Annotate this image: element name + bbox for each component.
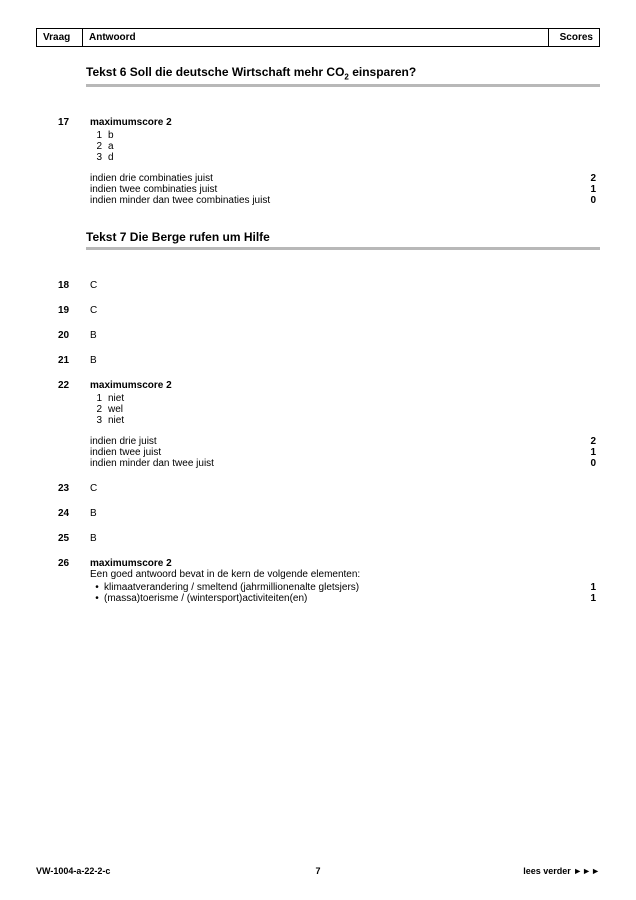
section-title-6: Tekst 6 Soll die deutsche Wirtschaft meh… xyxy=(86,65,600,87)
q21-number: 21 xyxy=(58,355,90,366)
footer-continue: lees verder ►►► xyxy=(412,866,600,876)
q26-bullets: •klimaatverandering / smeltend (jahrmill… xyxy=(90,582,600,604)
q22-score-1-p: 1 xyxy=(570,447,600,458)
question-21: 21B xyxy=(58,355,600,366)
q17-score-0-p: 2 xyxy=(570,173,600,184)
q17-score-1-t: indien twee combinaties juist xyxy=(90,184,570,195)
q17-item-1-v: b xyxy=(108,130,600,141)
q22-item-2-n: 2 xyxy=(90,404,108,415)
q17-items: 1b 2a 3d xyxy=(90,130,600,163)
header-vraag: Vraag xyxy=(37,29,83,46)
q22-scoring: indien drie juist2 indien twee juist1 in… xyxy=(90,436,600,469)
q22-score-0-t: indien drie juist xyxy=(90,436,570,447)
question-18: 18C xyxy=(58,280,600,291)
q17-scoring: indien drie combinaties juist2 indien tw… xyxy=(90,173,600,206)
q17-number: 17 xyxy=(58,117,90,206)
q17-score-1-p: 1 xyxy=(570,184,600,195)
q24-number: 24 xyxy=(58,508,90,519)
question-24: 24B xyxy=(58,508,600,519)
q17-score-2-t: indien minder dan twee combinaties juist xyxy=(90,195,570,206)
question-17: 17 maximumscore 2 1b 2a 3d indien drie c… xyxy=(58,117,600,206)
q22-items: 1niet 2wel 3niet xyxy=(90,393,600,426)
header-scores: Scores xyxy=(549,29,599,46)
q19-answer: C xyxy=(90,305,600,316)
q22-item-2-v: wel xyxy=(108,404,600,415)
question-19: 19C xyxy=(58,305,600,316)
footer-page-number: 7 xyxy=(224,866,412,876)
bullet-icon: • xyxy=(90,582,104,593)
q17-score-2-p: 0 xyxy=(570,195,600,206)
q17-item-2-v: a xyxy=(108,141,600,152)
q21-answer: B xyxy=(90,355,600,366)
q17-item-3-n: 3 xyxy=(90,152,108,163)
q25-answer: B xyxy=(90,533,600,544)
q22-maxscore: maximumscore 2 xyxy=(90,380,600,391)
page-footer: VW-1004-a-22-2-c 7 lees verder ►►► xyxy=(36,866,600,876)
q17-item-1-n: 1 xyxy=(90,130,108,141)
bullet-icon: • xyxy=(90,593,104,604)
q22-score-1-t: indien twee juist xyxy=(90,447,570,458)
q26-bullet-1-t: (massa)toerisme / (wintersport)activitei… xyxy=(104,593,570,604)
section-6-post: einsparen? xyxy=(349,65,416,79)
section-title-7: Tekst 7 Die Berge rufen um Hilfe xyxy=(86,230,600,250)
q22-score-2-p: 0 xyxy=(570,458,600,469)
q17-score-0-t: indien drie combinaties juist xyxy=(90,173,570,184)
q17-item-3-v: d xyxy=(108,152,600,163)
q24-answer: B xyxy=(90,508,600,519)
q19-number: 19 xyxy=(58,305,90,316)
question-26: 26 maximumscore 2 Een goed antwoord beva… xyxy=(58,558,600,604)
question-20: 20B xyxy=(58,330,600,341)
q22-item-1-v: niet xyxy=(108,393,600,404)
q26-intro: Een goed antwoord bevat in de kern de vo… xyxy=(90,569,600,580)
q25-number: 25 xyxy=(58,533,90,544)
q26-bullet-1-p: 1 xyxy=(570,593,600,604)
q22-item-1-n: 1 xyxy=(90,393,108,404)
q26-bullet-0-t: klimaatverandering / smeltend (jahrmilli… xyxy=(104,582,570,593)
q17-maxscore: maximumscore 2 xyxy=(90,117,600,128)
section-7-pre: Tekst 7 Die Berge rufen um Hilfe xyxy=(86,230,270,244)
q18-answer: C xyxy=(90,280,600,291)
question-25: 25B xyxy=(58,533,600,544)
q22-score-2-t: indien minder dan twee juist xyxy=(90,458,570,469)
q23-answer: C xyxy=(90,483,600,494)
q20-number: 20 xyxy=(58,330,90,341)
q23-number: 23 xyxy=(58,483,90,494)
question-22: 22 maximumscore 2 1niet 2wel 3niet indie… xyxy=(58,380,600,469)
q17-item-2-n: 2 xyxy=(90,141,108,152)
q22-score-0-p: 2 xyxy=(570,436,600,447)
section-6-pre: Tekst 6 Soll die deutsche Wirtschaft meh… xyxy=(86,65,344,79)
table-header: Vraag Antwoord Scores xyxy=(36,28,600,47)
q22-item-3-n: 3 xyxy=(90,415,108,426)
q26-bullet-0-p: 1 xyxy=(570,582,600,593)
q26-number: 26 xyxy=(58,558,90,604)
q20-answer: B xyxy=(90,330,600,341)
footer-code: VW-1004-a-22-2-c xyxy=(36,866,224,876)
header-antwoord: Antwoord xyxy=(83,29,549,46)
q22-item-3-v: niet xyxy=(108,415,600,426)
q26-maxscore: maximumscore 2 xyxy=(90,558,600,569)
q18-number: 18 xyxy=(58,280,90,291)
q22-number: 22 xyxy=(58,380,90,469)
question-23: 23C xyxy=(58,483,600,494)
